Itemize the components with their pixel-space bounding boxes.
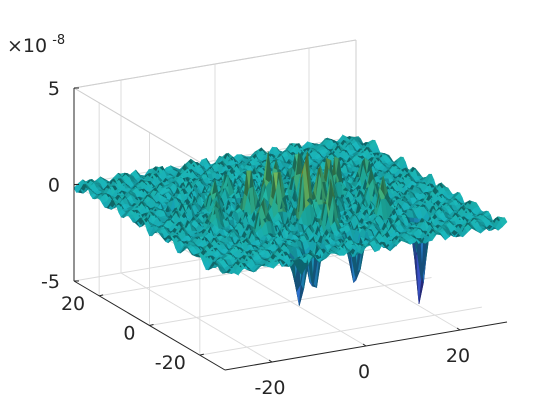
y-tick-label: 0 bbox=[123, 323, 135, 345]
z-exponent-label: ×10 -8 bbox=[7, 33, 65, 57]
x-tick-label: -20 bbox=[254, 377, 285, 399]
z-exponent-power: -8 bbox=[52, 33, 65, 48]
z-tick-label: 5 bbox=[48, 78, 60, 100]
x-tick-label: 0 bbox=[358, 361, 370, 383]
z-tick-label: 0 bbox=[48, 175, 60, 197]
z-exponent-base: ×10 bbox=[7, 35, 47, 57]
axes-lines bbox=[73, 87, 508, 371]
y-tick-label: 20 bbox=[61, 293, 85, 315]
z-tick-label: -5 bbox=[41, 271, 60, 293]
surface-mesh bbox=[73, 134, 508, 306]
x-tick-label: 20 bbox=[446, 345, 470, 367]
y-tick-label: -20 bbox=[155, 352, 186, 374]
tick-labels: -20 0 20 20 0 -20 5 0 -5 bbox=[41, 78, 470, 399]
